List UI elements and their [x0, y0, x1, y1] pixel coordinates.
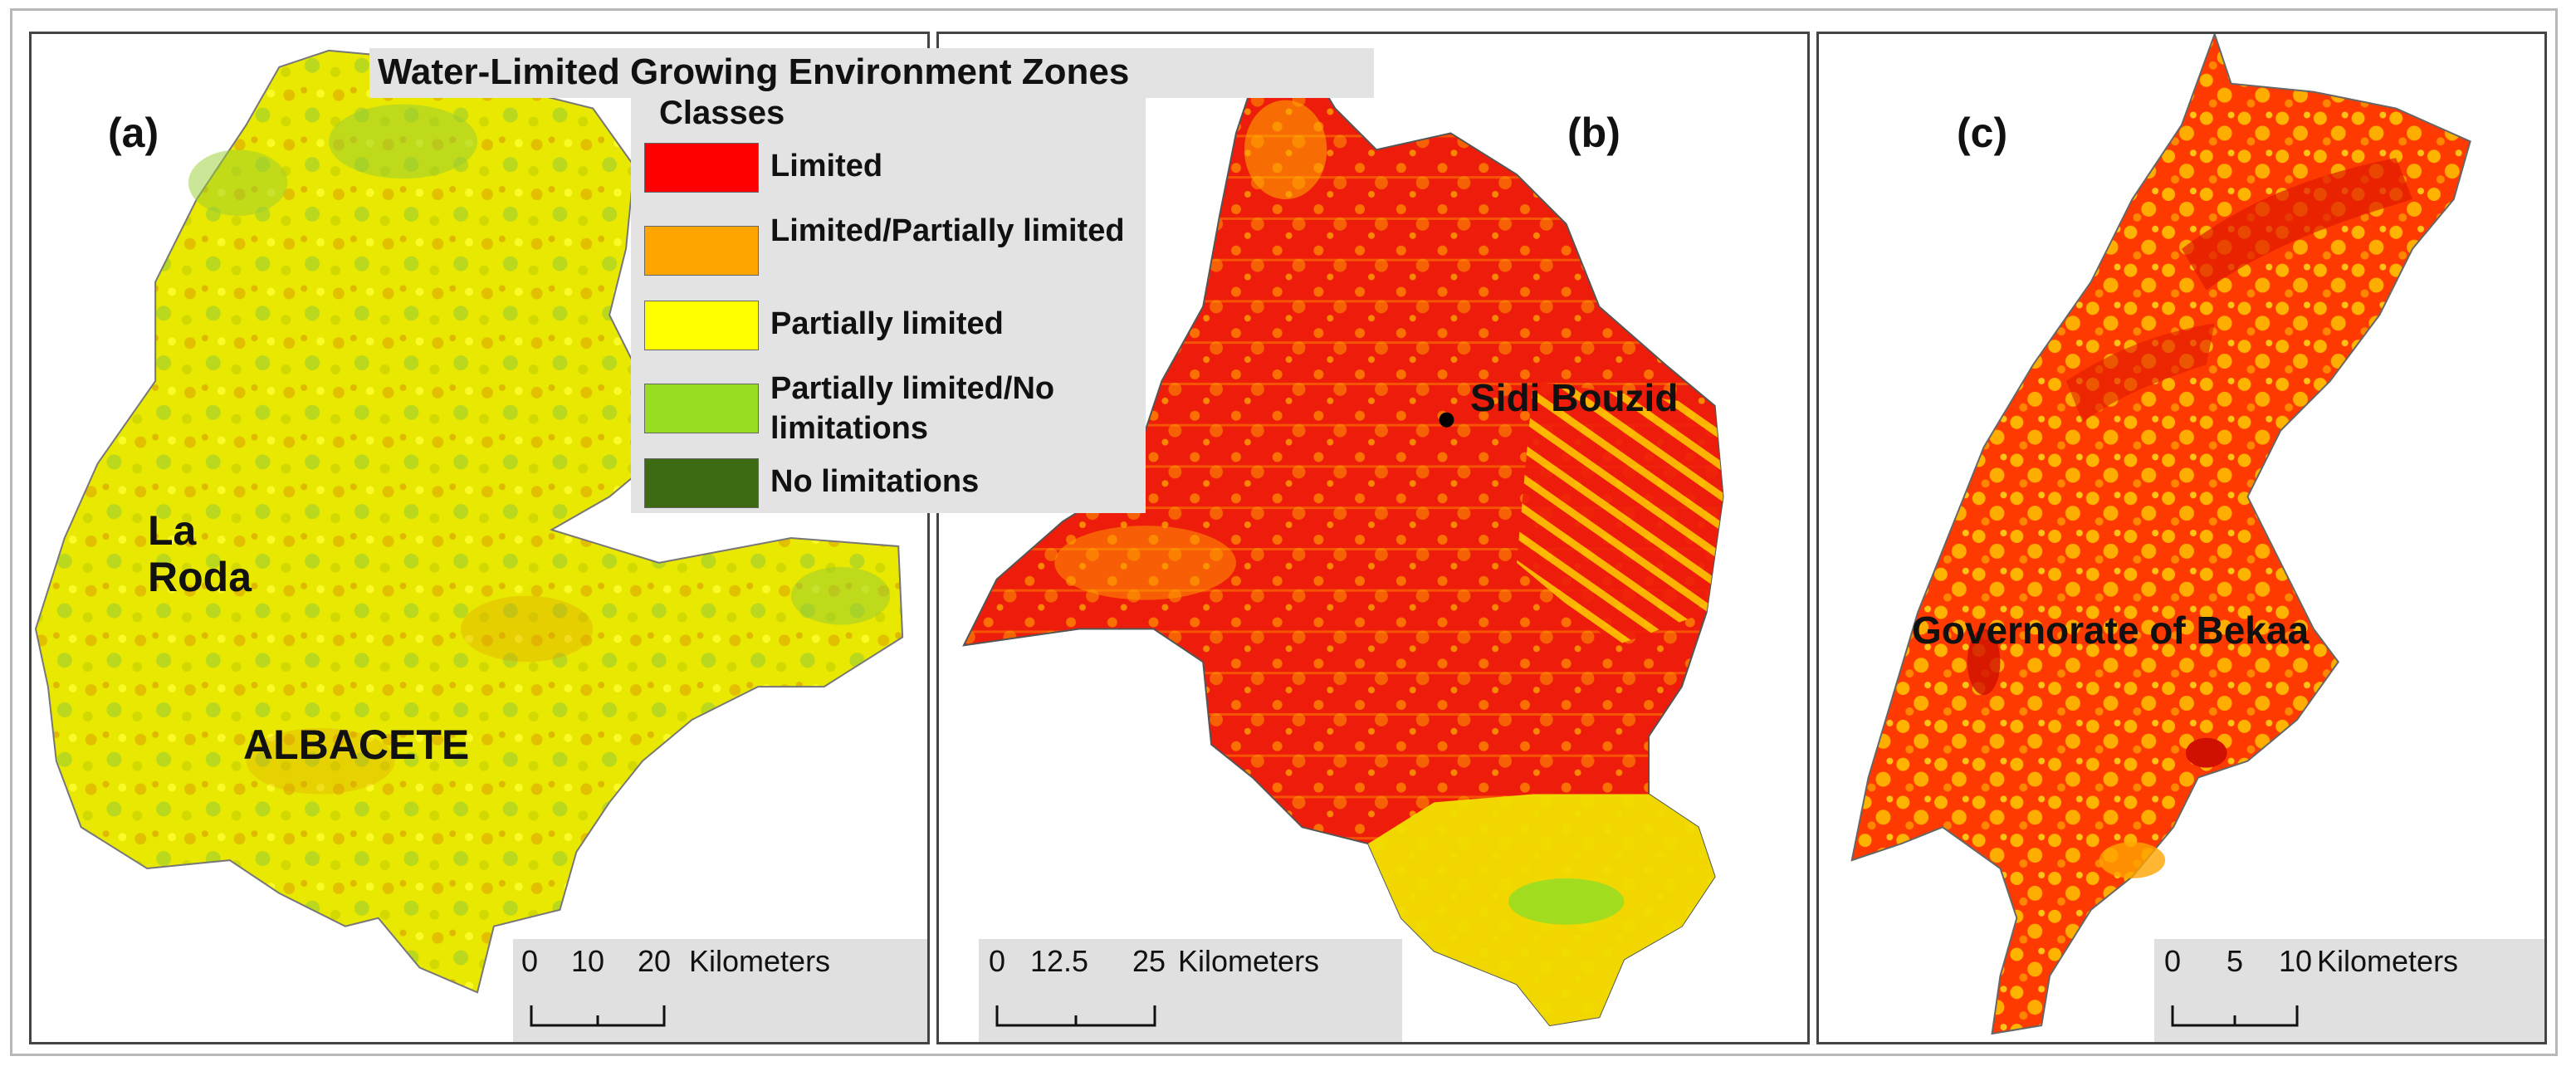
- map-sidi-bouzid: [962, 66, 1724, 1027]
- legend-swatch-limited: [644, 143, 759, 193]
- outer-frame: [10, 8, 2558, 1056]
- scale-b-unit: Kilometers: [1178, 944, 1320, 978]
- scale-b-tick-2: 25: [1132, 944, 1166, 978]
- legend-title: Water-Limited Growing Environment Zones: [378, 51, 1130, 92]
- sidi-bouzid-outline: [962, 66, 1724, 1027]
- scale-c-unit: Kilometers: [2317, 944, 2459, 978]
- label-albacete: ALBACETE: [243, 721, 470, 768]
- label-la-roda: La Roda: [148, 507, 252, 600]
- panel-a-letter: (a): [108, 110, 159, 156]
- panel-b-letter: (b): [1567, 110, 1620, 156]
- legend-subtitle: Classes: [659, 95, 785, 131]
- albacete-outline: [34, 49, 904, 994]
- legend-swatch-partially-limited: [644, 301, 759, 350]
- legend-swatch-no-limitations: [644, 458, 759, 508]
- label-governorate-of-bekaa: Governorate of Bekaa: [1912, 609, 2310, 652]
- legend-label-limited-partially-limited: Limited/Partially limited: [770, 213, 1125, 248]
- legend-title-box: [369, 48, 1374, 98]
- scale-b-bar: [995, 1005, 1156, 1027]
- scale-a-tick-2: 20: [638, 944, 672, 978]
- legend-swatch-limited-partially-limited: [644, 226, 759, 276]
- scale-b-tick-0: 0: [989, 944, 1006, 978]
- scalebar-b: 0 12.5 25 Kilometers: [979, 939, 1402, 1042]
- scale-a-tick-1: 10: [571, 944, 605, 978]
- panel-c: (c) Governorate of Bekaa 0 5 10 Kilomete…: [1816, 32, 2547, 1044]
- scale-c-tick-0: 0: [2164, 944, 2182, 978]
- panel-a: (a) La Roda ALBACETE 0 10 20 Kilometers: [29, 32, 930, 1044]
- scale-b-tick-1: 12.5: [1030, 944, 1089, 978]
- scalebar-c: 0 5 10 Kilometers: [2154, 939, 2544, 1042]
- map-albacete: [34, 49, 904, 994]
- scale-a-tick-0: 0: [521, 944, 539, 978]
- scale-c-bar: [2171, 1005, 2299, 1027]
- sidi-bouzid-city-marker: [1439, 412, 1454, 428]
- legend-swatch-partially-limited-no-limitations: [644, 384, 759, 433]
- legend-label-limited: Limited: [770, 149, 883, 183]
- bekaa-outline: [1850, 34, 2471, 1035]
- scale-a-bar: [530, 1005, 666, 1027]
- scale-c-tick-1: 5: [2227, 944, 2244, 978]
- legend-label-no-limitations: No limitations: [770, 464, 980, 499]
- scale-c-tick-2: 10: [2279, 944, 2313, 978]
- map-bekaa: [1850, 34, 2471, 1035]
- legend-label-partially-limited-no-limitations: Partially limited/No limitations: [770, 371, 1055, 446]
- label-sidi-bouzid: Sidi Bouzid: [1470, 376, 1679, 419]
- scale-a-unit: Kilometers: [689, 944, 831, 978]
- scalebar-a: 0 10 20 Kilometers: [513, 939, 927, 1042]
- panel-c-letter: (c): [1957, 110, 2008, 156]
- legend-label-partially-limited: Partially limited: [770, 306, 1004, 341]
